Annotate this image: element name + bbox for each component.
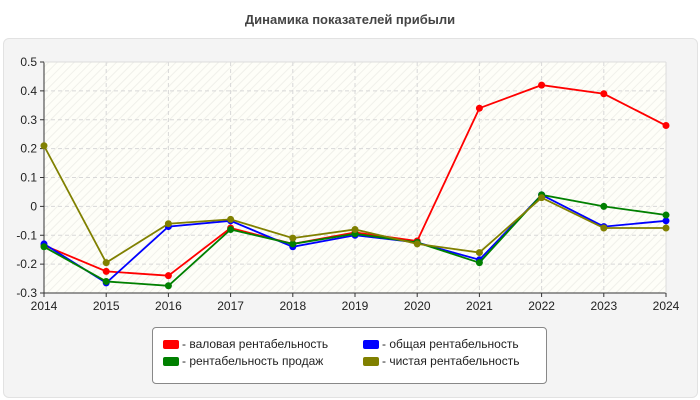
y-tick-label: 0.3 bbox=[20, 113, 37, 127]
data-point bbox=[475, 259, 483, 267]
data-point bbox=[475, 249, 483, 257]
data-point bbox=[289, 240, 297, 248]
data-point bbox=[102, 277, 110, 285]
legend-label: - валовая рентабельность bbox=[182, 337, 329, 351]
data-point bbox=[662, 122, 670, 130]
legend-label: - рентабельность продаж bbox=[182, 354, 324, 368]
legend-label: - чистая рентабельность bbox=[382, 354, 520, 368]
data-point bbox=[662, 211, 670, 219]
data-point bbox=[475, 104, 483, 112]
legend-label: - общая рентабельность bbox=[382, 337, 519, 351]
x-tick-label: 2016 bbox=[155, 299, 182, 313]
x-tick-label: 2017 bbox=[217, 299, 244, 313]
x-tick-label: 2019 bbox=[342, 299, 369, 313]
data-point bbox=[538, 81, 546, 89]
x-tick-label: 2023 bbox=[590, 299, 617, 313]
x-tick-label: 2014 bbox=[31, 299, 58, 313]
y-tick-label: 0 bbox=[30, 199, 37, 213]
legend-swatch bbox=[363, 339, 379, 349]
x-tick-label: 2015 bbox=[93, 299, 120, 313]
y-tick-label: -0.2 bbox=[16, 257, 37, 271]
y-tick-label: 0.4 bbox=[20, 84, 37, 98]
legend-item: - рентабельность продаж bbox=[163, 354, 323, 368]
x-tick-label: 2020 bbox=[404, 299, 431, 313]
data-point bbox=[538, 194, 546, 202]
legend-swatch bbox=[163, 356, 179, 366]
x-tick-label: 2022 bbox=[528, 299, 555, 313]
legend-item: - общая рентабельность bbox=[363, 337, 519, 351]
data-point bbox=[662, 224, 670, 232]
data-point bbox=[227, 215, 235, 223]
data-point bbox=[600, 90, 608, 98]
legend-swatch bbox=[363, 356, 379, 366]
data-point bbox=[662, 217, 670, 225]
data-point bbox=[164, 282, 172, 290]
data-point bbox=[600, 224, 608, 232]
data-point bbox=[40, 243, 48, 251]
y-tick-label: -0.3 bbox=[16, 286, 37, 300]
data-point bbox=[102, 259, 110, 267]
data-point bbox=[351, 225, 359, 233]
x-tick-label: 2024 bbox=[653, 299, 680, 313]
x-tick-label: 2018 bbox=[279, 299, 306, 313]
data-point bbox=[102, 267, 110, 275]
data-point bbox=[164, 220, 172, 228]
data-point bbox=[413, 240, 421, 248]
data-point bbox=[600, 202, 608, 210]
legend-item: - валовая рентабельность bbox=[163, 337, 328, 351]
data-point bbox=[164, 272, 172, 280]
data-point bbox=[289, 234, 297, 242]
legend-swatch bbox=[163, 339, 179, 349]
legend: - валовая рентабельность - общая рентабе… bbox=[152, 327, 547, 384]
legend-item: - чистая рентабельность bbox=[363, 354, 519, 368]
data-point bbox=[227, 225, 235, 233]
chart-title: Динамика показателей прибыли bbox=[244, 12, 456, 27]
y-tick-label: -0.1 bbox=[16, 228, 37, 242]
data-point bbox=[40, 142, 48, 150]
y-tick-label: 0.2 bbox=[20, 142, 37, 156]
y-tick-label: 0.5 bbox=[20, 55, 37, 69]
y-tick-label: 0.1 bbox=[20, 171, 37, 185]
x-tick-label: 2021 bbox=[466, 299, 493, 313]
